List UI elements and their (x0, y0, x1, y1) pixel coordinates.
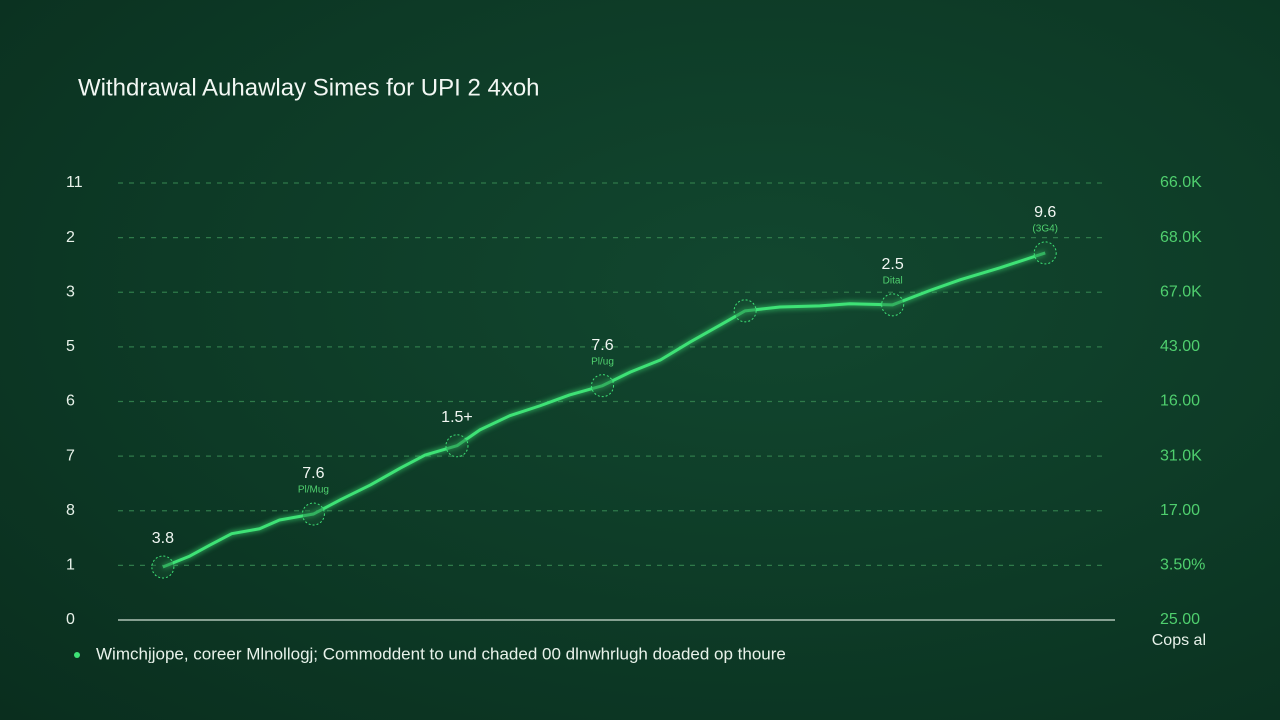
annotation: 9.6 (1034, 204, 1056, 221)
y-tick-label: 3 (66, 283, 75, 300)
annotation: 3.8 (152, 530, 174, 547)
annotation-sub: Dital (883, 275, 903, 286)
chart-title: Withdrawal Auhawlay Simes for UPI 2 4xoh (78, 74, 540, 101)
y2-axis-label: Cops al (1152, 632, 1206, 649)
point-marker (151, 555, 175, 579)
y2-tick-label: 3.50% (1160, 557, 1205, 574)
point-marker (733, 299, 757, 323)
annotation-sub: Pl/Mug (298, 485, 329, 496)
annotation-sub: (3G4) (1032, 224, 1058, 235)
y-tick-label: 1 (66, 557, 75, 574)
point-marker (591, 374, 615, 398)
y2-tick-label: 66.0K (1160, 174, 1202, 191)
point-marker (301, 502, 325, 526)
point-marker (1033, 241, 1057, 265)
line (162, 251, 1046, 569)
legend-label: Wimchįjope, coreer Mlnollogj; Commoddent… (96, 644, 786, 663)
y-tick-label: 11 (66, 174, 83, 191)
y2-tick-label: 43.00 (1160, 338, 1200, 355)
point-marker (881, 293, 905, 317)
legend-marker (74, 652, 80, 658)
y2-tick-label: 16.00 (1160, 393, 1200, 410)
y2-tick-label: 67.0K (1160, 283, 1202, 300)
y-tick-label: 5 (66, 338, 75, 355)
y2-tick-label: 68.0K (1160, 229, 1202, 246)
annotation: 1.5+ (441, 409, 473, 426)
annotation-sub: Pl/ug (591, 356, 614, 367)
annotation: 7.6 (591, 337, 613, 354)
point-marker (445, 434, 469, 458)
annotation: 7.6 (302, 465, 324, 482)
y-tick-label: 8 (66, 502, 75, 519)
y-tick-label: 2 (66, 229, 75, 246)
y2-tick-label: 25.00 (1160, 611, 1200, 628)
y-tick-label: 0 (66, 611, 75, 628)
y-tick-label: 6 (66, 393, 75, 410)
y2-tick-label: 31.0K (1160, 447, 1202, 464)
annotation: 2.5 (882, 256, 904, 273)
y2-tick-label: 17.00 (1160, 502, 1200, 519)
y-tick-label: 7 (66, 447, 75, 464)
